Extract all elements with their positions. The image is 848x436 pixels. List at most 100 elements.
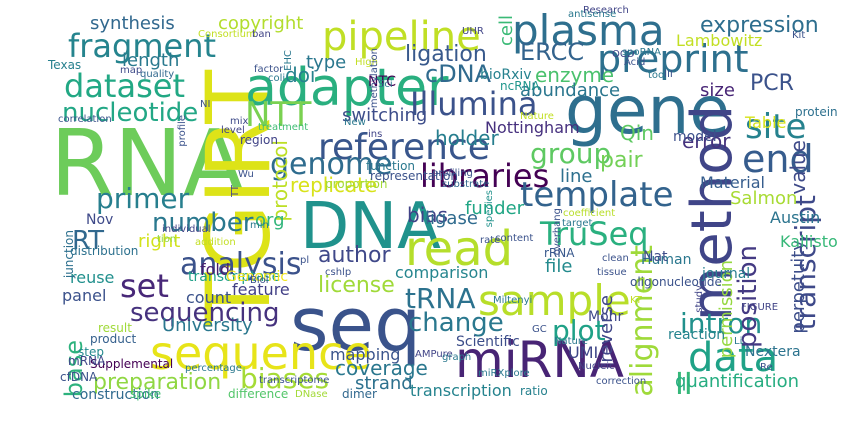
cloud-word: Qin	[620, 121, 654, 145]
cloud-word: site	[745, 107, 807, 147]
cloud-word: TruSeq	[540, 215, 649, 253]
cloud-word: region	[240, 133, 278, 147]
cloud-word: Supplemental	[90, 357, 174, 371]
cloud-word: size	[700, 80, 735, 101]
cloud-word: fold	[200, 260, 231, 279]
cloud-word: pair	[600, 148, 643, 173]
cloud-word: sequencing	[130, 298, 280, 328]
cloud-word: level	[221, 125, 245, 136]
cloud-word: representation	[370, 169, 459, 183]
cloud-word: genome	[270, 147, 393, 182]
cloud-word: mix	[230, 116, 249, 127]
cloud-word: individual	[162, 224, 211, 235]
cloud-word: Nextera	[745, 344, 801, 360]
cloud-word: synthesis	[90, 13, 175, 34]
cloud-word: preprint	[597, 37, 749, 81]
cloud-word: holder	[435, 126, 499, 150]
cloud-word: study	[694, 285, 705, 313]
cloud-word: preparation	[93, 370, 222, 395]
cloud-word: Kallisto	[780, 232, 838, 251]
cloud-word: pipeline	[322, 14, 481, 60]
cloud-word: analysis	[180, 247, 302, 282]
cloud-word: Genomic	[226, 269, 289, 285]
cloud-word: Consortium	[198, 29, 256, 40]
cloud-word: bioRxiv	[480, 67, 532, 83]
cloud-word: group	[530, 137, 612, 170]
cloud-word: Research	[583, 5, 629, 16]
cloud-word: expression	[700, 13, 819, 38]
cloud-word: DNA	[300, 190, 441, 264]
cloud-word: cDNA	[425, 60, 492, 88]
cloud-word: Biol	[250, 275, 269, 286]
cloud-word: seq	[290, 282, 422, 368]
cloud-word: length	[122, 50, 180, 71]
cloud-word: data	[688, 335, 779, 381]
cloud-word: UHR	[462, 26, 484, 37]
cloud-word: cshlp	[325, 267, 352, 278]
cloud-word: reuse	[70, 268, 115, 287]
cloud-word: ins	[368, 129, 383, 140]
cloud-word: org	[255, 210, 285, 231]
cloud-word: function	[366, 159, 416, 173]
cloud-word: change	[408, 308, 504, 338]
cloud-word: Nov	[86, 212, 114, 228]
cloud-word: correlation	[58, 114, 112, 125]
cloud-word: ERCC	[520, 38, 585, 66]
cloud-word: profiling	[432, 168, 473, 179]
cloud-word: transcriptase	[188, 269, 281, 285]
cloud-word: DNase	[295, 389, 328, 400]
cloud-word: reference	[318, 127, 490, 168]
cloud-word: primer	[96, 182, 190, 215]
cloud-word: substrate	[442, 179, 490, 190]
cloud-word: quantification	[675, 371, 800, 392]
cloud-word: species	[484, 190, 495, 228]
cloud-word: comparison	[395, 263, 489, 282]
cloud-word: Austin	[770, 208, 821, 227]
cloud-word: KT	[630, 295, 642, 306]
cloud-word: clean	[602, 253, 629, 264]
cloud-word: strand	[355, 373, 413, 394]
cloud-word: end	[742, 137, 814, 181]
cloud-word: transcription	[410, 381, 512, 400]
cloud-word: gene	[565, 72, 730, 149]
cloud-word: map	[120, 65, 143, 76]
cloud-word: coefficient	[563, 208, 616, 219]
cloud-word: set	[120, 267, 169, 305]
cloud-word: AMPure	[415, 349, 453, 360]
cloud-word: Lambowitz	[676, 31, 763, 50]
cloud-word: copyright	[218, 13, 304, 34]
cloud-word: difference	[228, 387, 289, 401]
cloud-word: step	[78, 345, 104, 359]
cloud-word: tool	[648, 70, 667, 81]
cloud-word: FIGURE	[741, 302, 779, 313]
cloud-word: biases	[240, 362, 330, 395]
cloud-word: ligation	[405, 42, 487, 67]
cloud-word: Nat	[643, 249, 668, 265]
cloud-word: mapping	[330, 345, 401, 364]
cloud-word: template	[520, 175, 674, 215]
cloud-word: libraries	[420, 157, 550, 195]
cloud-word: type	[306, 52, 347, 73]
cloud-word: graph	[442, 352, 472, 363]
cloud-word: rRNA	[544, 246, 575, 260]
cloud-word: model	[673, 129, 717, 145]
cloud-word: value	[786, 140, 810, 195]
cloud-word: Acid	[624, 57, 646, 68]
cloud-word: license	[318, 273, 395, 298]
cloud-word: position	[733, 245, 763, 348]
cloud-word: overhang	[552, 208, 563, 256]
cloud-word: error	[682, 129, 731, 153]
cloud-word: correction	[596, 376, 647, 387]
cloud-word: snoRNA	[622, 47, 661, 58]
cloud-word: High	[355, 57, 378, 68]
cloud-word: right	[138, 231, 181, 252]
cloud-word: author	[318, 243, 391, 268]
cloud-word: proportion	[325, 177, 388, 191]
cloud-word: addition	[195, 237, 236, 248]
cloud-word: miRNA	[455, 331, 624, 389]
cloud-word: factor	[254, 64, 284, 75]
cloud-word: reaction	[668, 327, 726, 343]
cloud-word: replicate	[290, 173, 378, 197]
cloud-word: OCD	[612, 49, 635, 60]
cloud-word: mRNA	[68, 354, 106, 368]
